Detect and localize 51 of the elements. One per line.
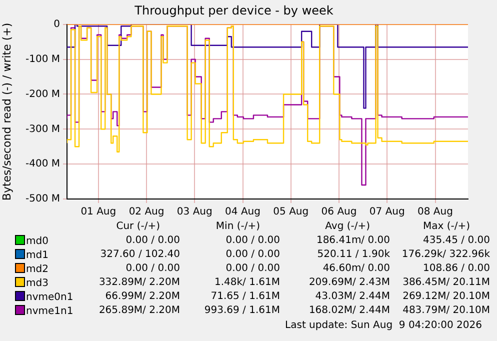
x-tick-label: 01 Aug <box>80 206 116 218</box>
text: 209.69M/ 2.43M <box>308 277 390 288</box>
legend-label: md0 <box>25 236 48 247</box>
text: 435.45 / 0.00 <box>423 235 490 246</box>
text: 176.29k/ 322.96k <box>402 249 490 260</box>
text: 327.60 / 102.40 <box>100 249 180 260</box>
y-tick-label: -400 M <box>25 158 60 170</box>
text: Min (-/+) <box>216 221 260 232</box>
text: 993.69 / 1.61M <box>204 305 280 316</box>
y-tick-label: -100 M <box>25 54 60 65</box>
text: 269.12M/ 20.10M <box>402 291 490 302</box>
text: Avg (-/+) <box>325 221 370 232</box>
text: 265.89M/ 2.20M <box>98 305 180 316</box>
y-axis-title: Bytes/second read (-) / write (+) <box>0 22 14 201</box>
chart-title: Throughput per device - by week <box>134 3 334 18</box>
text: 0.00 / 0.00 <box>126 235 180 246</box>
text: 66.99M/ 2.20M <box>105 291 180 302</box>
text: 520.11 / 1.90k <box>317 249 390 260</box>
x-tick-label: 06 Aug <box>321 206 357 218</box>
legend-label: md3 <box>25 278 48 289</box>
text: 43.03M/ 2.44M <box>315 291 390 302</box>
x-tick-label: 05 Aug <box>273 206 309 218</box>
text: Max (-/+) <box>422 221 470 232</box>
text: 0.00 / 0.00 <box>226 249 280 260</box>
y-tick-label: -200 M <box>25 88 60 100</box>
text: 168.02M/ 2.44M <box>308 305 390 316</box>
legend-label: md1 <box>25 250 48 261</box>
text: Cur (-/+) <box>116 221 160 232</box>
y-tick-label: -500 M <box>25 194 60 205</box>
text: 483.79M/ 20.10M <box>402 305 490 316</box>
text: 0.00 / 0.00 <box>126 263 180 274</box>
legend-label: md2 <box>25 264 48 275</box>
x-tick-label: 07 Aug <box>369 206 405 218</box>
text: 46.60m/ 0.00 <box>322 263 390 274</box>
x-tick-label: 03 Aug <box>176 206 212 218</box>
legend-label: nvme0n1 <box>25 292 74 303</box>
y-tick-label: 0 <box>54 18 60 30</box>
legend-label: nvme1n1 <box>25 306 74 317</box>
y-tick-label: -300 M <box>25 124 60 135</box>
text: Last update: Sun Aug 9 04:20:00 2026 <box>285 320 482 331</box>
x-tick-label: 02 Aug <box>128 206 164 218</box>
text: 0.00 / 0.00 <box>226 263 280 274</box>
x-tick-label: 04 Aug <box>225 206 260 218</box>
text: 108.86 / 0.00 <box>423 263 490 274</box>
text: 332.89M/ 2.20M <box>98 277 180 288</box>
text: 186.41m/ 0.00 <box>316 235 390 246</box>
text: 71.65 / 1.61M <box>210 291 280 302</box>
text: 1.48k/ 1.61M <box>214 277 280 288</box>
x-tick-label: 08 Aug <box>418 206 453 218</box>
text: 386.45M/ 20.11M <box>402 277 490 288</box>
text: 0.00 / 0.00 <box>226 235 280 246</box>
